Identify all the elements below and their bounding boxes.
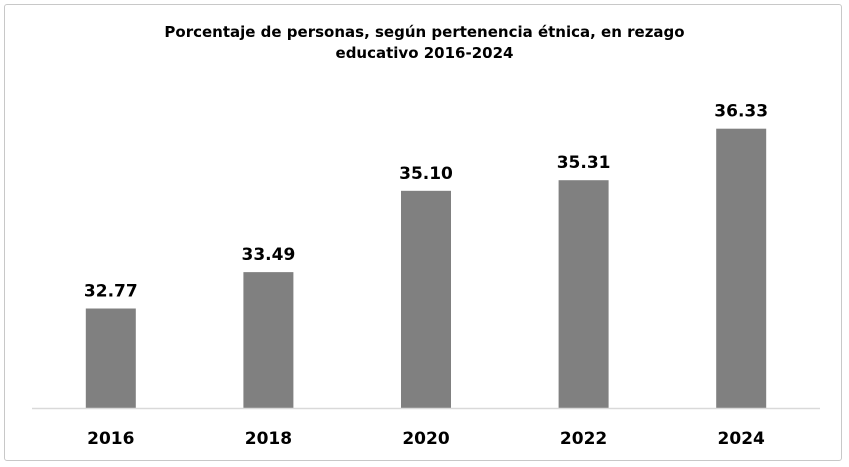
chart-title-line-1: Porcentaje de personas, según pertenenci… bbox=[164, 23, 685, 41]
x-tick-label-2022: 2022 bbox=[560, 429, 607, 449]
x-tick-label-2016: 2016 bbox=[87, 429, 134, 449]
data-label-2024: 36.33 bbox=[714, 102, 768, 122]
data-label-2016: 32.77 bbox=[84, 281, 138, 301]
bar-2018 bbox=[243, 272, 294, 408]
bar-2020 bbox=[401, 190, 451, 408]
data-label-2020: 35.10 bbox=[399, 164, 453, 184]
data-label-2018: 33.49 bbox=[242, 245, 296, 265]
chart-title: Porcentaje de personas, según pertenenci… bbox=[0, 22, 849, 64]
bar-2022 bbox=[558, 180, 609, 408]
chart-title-line-2: educativo 2016-2024 bbox=[335, 44, 514, 62]
x-tick-label-2020: 2020 bbox=[402, 429, 449, 449]
data-label-2022: 35.31 bbox=[557, 153, 611, 173]
bar-2016 bbox=[85, 308, 136, 408]
bar-2024 bbox=[716, 128, 767, 408]
x-tick-label-2018: 2018 bbox=[245, 429, 292, 449]
x-tick-label-2024: 2024 bbox=[718, 429, 765, 449]
